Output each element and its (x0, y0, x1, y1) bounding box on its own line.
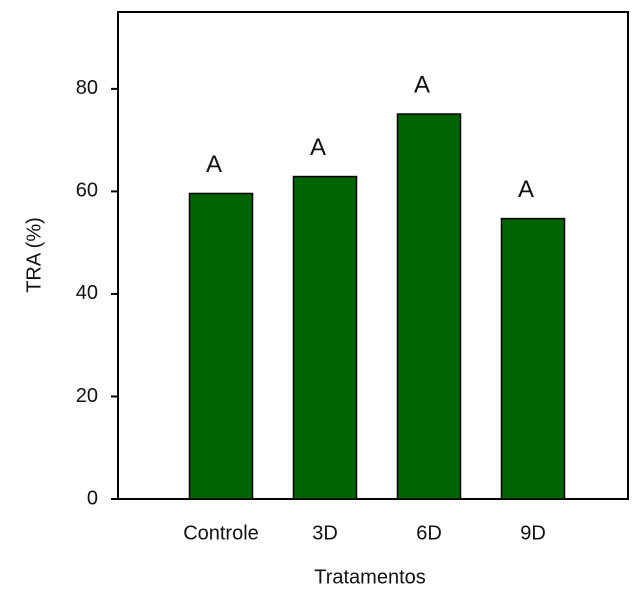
bar (396, 113, 462, 500)
bar-annotation: A (518, 176, 534, 203)
y-tick-label: 40 (76, 282, 98, 304)
y-axis-label: TRA (%) (23, 217, 45, 293)
y-tick-label: 20 (76, 385, 98, 407)
x-tick-label: 9D (520, 522, 546, 544)
bar-annotation: A (206, 151, 222, 178)
bar (188, 192, 254, 500)
bar-annotation: A (310, 134, 326, 161)
y-tick-label: 60 (76, 180, 98, 202)
x-tick-label: 3D (312, 522, 338, 544)
y-tick-label: 0 (87, 487, 98, 509)
bar (500, 217, 566, 500)
x-tick-label: 6D (416, 522, 442, 544)
x-tick-label: Controle (183, 522, 259, 544)
bar (292, 175, 358, 500)
bar-annotation: A (414, 71, 430, 98)
x-axis-label: Tratamentos (314, 566, 426, 588)
y-tick-label: 80 (76, 77, 98, 99)
plot-frame (117, 11, 629, 500)
